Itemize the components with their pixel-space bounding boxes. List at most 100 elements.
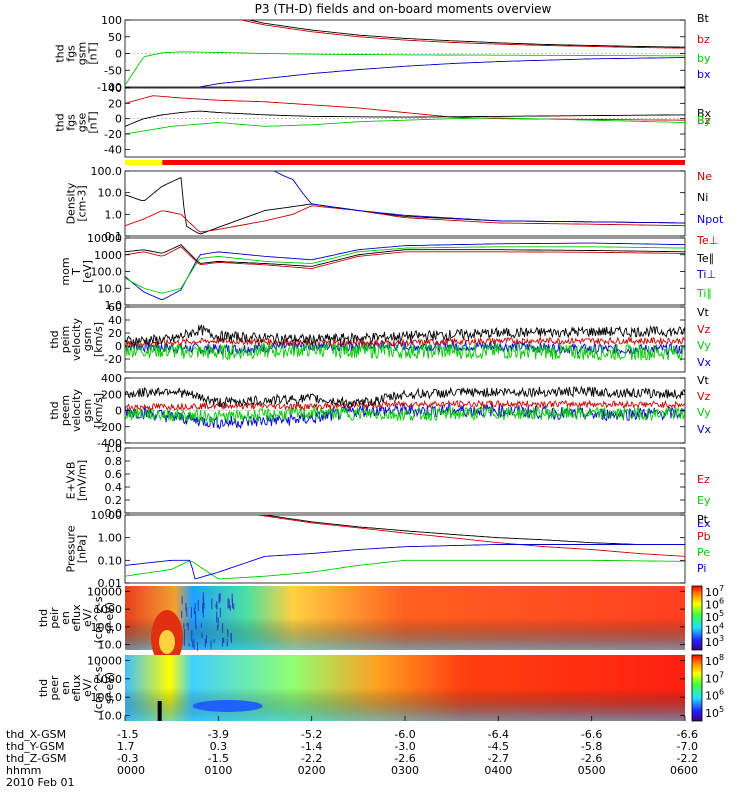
x-axis-value: -2.7: [488, 752, 509, 765]
legend-Pb: Pb: [697, 530, 711, 543]
legend-Vz: Vz: [697, 390, 711, 403]
y-axis-label: [mV/m]: [76, 460, 89, 501]
legend-Vt: Vt: [697, 374, 710, 387]
y-tick-label: -50: [104, 64, 122, 77]
y-axis-label: thd: [37, 609, 50, 627]
y-tick-label: 0.10: [98, 554, 123, 567]
spectrogram-noise: [181, 610, 183, 619]
y-tick-label: -100: [97, 81, 122, 94]
series-Vy: [125, 341, 685, 362]
spectrogram-noise: [193, 609, 195, 615]
colorbar-tick-label: 106: [705, 688, 724, 703]
y-axis-label: thd: [48, 330, 61, 348]
colorbar: [691, 654, 703, 722]
panel-frame: [124, 514, 686, 584]
x-axis-value: -2.2: [301, 752, 322, 765]
y-tick-label: -40: [104, 143, 122, 156]
y-tick-label: -200: [97, 421, 122, 434]
y-tick-label: 100.0: [91, 691, 123, 704]
y-axis-label: fgs: [65, 45, 78, 62]
legend-Vt: Vt: [697, 306, 710, 319]
y-axis-label: gsm: [81, 328, 94, 351]
spectrogram-noise: [190, 607, 192, 619]
y-axis-label: peir: [48, 607, 61, 629]
y-tick-label: 50: [108, 31, 122, 44]
y-tick-label: 40: [108, 314, 122, 327]
legend-Bx: Bx: [697, 107, 712, 120]
colorbar-tick-label: 105: [705, 705, 724, 720]
spectrogram-noise: [191, 630, 193, 642]
spectrogram-noise: [203, 598, 205, 606]
colorbar: [691, 585, 703, 651]
y-axis-label: gsm: [81, 399, 94, 422]
y-tick-label: 10000: [87, 232, 122, 245]
panel-peer_spec: 105 106 107 108 10.0 100.0 1000 10000 thdpeerene…: [37, 653, 724, 722]
y-tick-label: 0.8: [105, 455, 123, 468]
spectrogram-gap: [157, 701, 162, 721]
spectrogram-noise: [184, 629, 186, 640]
y-axis-label: (cm^2-s-: [92, 593, 105, 644]
series-Ti∥: [125, 246, 685, 294]
spectrogram-noise: [215, 604, 217, 608]
spectrogram-noise: [202, 592, 204, 598]
spectrogram-noise: [192, 640, 194, 648]
y-tick-label: 1000: [94, 249, 122, 262]
x-axis-value: -4.5: [488, 740, 509, 753]
y-axis-label: [nT]: [87, 42, 100, 64]
y-axis-label: [nPa]: [76, 535, 89, 563]
spectrogram-noise: [188, 643, 190, 647]
spectrogram-noise: [217, 625, 219, 631]
y-tick-label: 10.00: [91, 509, 123, 522]
x-axis-value: 0000: [117, 764, 145, 777]
spectrogram-noise: [229, 605, 231, 611]
x-axis-value: -0.3: [117, 752, 138, 765]
legend-bz: bz: [697, 33, 710, 46]
y-axis-label: peer: [48, 675, 61, 701]
y-tick-label: 0: [115, 405, 122, 418]
series-Ti⊥: [125, 242, 685, 301]
series-Npot: [274, 171, 685, 224]
y-axis-label: [eV]: [81, 260, 94, 283]
y-tick-label: 1.0: [105, 208, 123, 221]
y-axis-label: eflux: [70, 674, 83, 702]
legend-Te⊥: Te⊥: [696, 234, 718, 247]
spectrogram-noise: [183, 638, 185, 646]
spectrogram-noise: [193, 639, 195, 650]
x-axis-value: 0300: [391, 764, 419, 777]
mode-bar-segment: [125, 160, 163, 165]
x-axis-row-label: thd_Y-GSM: [6, 740, 65, 753]
spectrogram-noise: [228, 599, 230, 609]
y-axis-label: fgs: [65, 114, 78, 131]
spectrogram-noise: [219, 593, 221, 602]
x-axis-row-label: thd_Z-GSM: [6, 752, 66, 765]
y-axis-label: velocity: [70, 389, 83, 432]
y-tick-label: 0.0: [105, 507, 123, 520]
series-by: [125, 51, 685, 86]
date-label: 2010 Feb 01: [6, 776, 74, 789]
x-axis-value: -2.2: [677, 752, 698, 765]
x-axis-value: -6.6: [581, 728, 602, 741]
x-axis-value: -7.0: [677, 740, 698, 753]
spectrogram-feature-core: [159, 630, 175, 654]
panel-frame: [124, 170, 686, 237]
spectrogram-noise: [202, 596, 204, 606]
colorbar-tick-label: 108: [705, 653, 724, 668]
legend-Bz: Bz: [697, 114, 711, 127]
spectrogram-noise: [216, 601, 218, 607]
y-tick-label: 10.0: [98, 709, 123, 722]
y-axis-label: sr-eV): [103, 672, 116, 704]
y-axis-label: T: [70, 268, 83, 276]
x-axis-value: 1.7: [117, 740, 135, 753]
spectrogram-noise: [201, 632, 203, 639]
spectrogram-low-energy-band: [125, 618, 685, 650]
y-tick-label: 1.0: [105, 299, 123, 312]
y-tick-label: 20: [108, 327, 122, 340]
spectrogram-noise: [197, 600, 199, 612]
y-axis-label: thd: [54, 44, 67, 62]
panel-efield: Ez Ey Ex 0.00.20.40.60.81.0 E+VxB[mV/m]: [65, 442, 711, 530]
